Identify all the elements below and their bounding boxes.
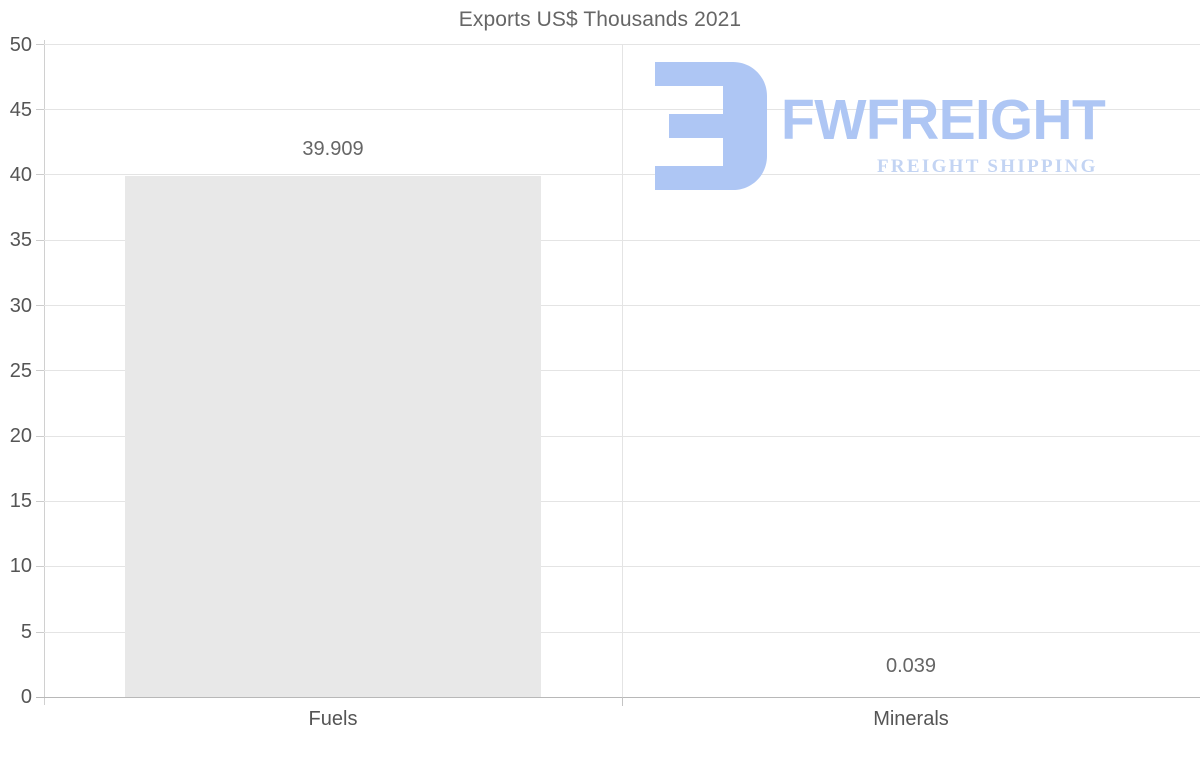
x-tick-mark — [622, 697, 623, 706]
y-tick-label: 25 — [9, 360, 32, 382]
y-tick-mark — [36, 632, 44, 633]
y-tick-label: 50 — [9, 34, 32, 56]
y-tick-mark — [36, 44, 44, 45]
y-tick-label: 30 — [9, 295, 32, 317]
y-tick-mark — [36, 566, 44, 567]
y-tick-mark — [36, 370, 44, 371]
y-tick-mark — [36, 436, 44, 437]
plot-area — [44, 44, 1200, 697]
y-tick-mark — [36, 501, 44, 502]
y-tick-mark — [36, 305, 44, 306]
y-tick-label: 35 — [9, 229, 32, 251]
y-tick-label: 15 — [9, 490, 32, 512]
category-label-fuels: Fuels — [308, 708, 358, 730]
y-axis-line — [44, 40, 45, 705]
x-axis-line — [36, 697, 1200, 698]
chart-title: Exports US$ Thousands 2021 — [458, 8, 742, 31]
category-label-minerals: Minerals — [873, 708, 949, 730]
y-tick-mark — [36, 174, 44, 175]
bar-value-label-minerals: 0.039 — [885, 655, 937, 677]
y-tick-label: 0 — [20, 686, 32, 708]
bar-value-label-fuels: 39.909 — [302, 138, 364, 160]
y-tick-label: 40 — [9, 164, 32, 186]
y-tick-label: 10 — [9, 555, 32, 577]
y-tick-label: 45 — [9, 99, 32, 121]
y-tick-mark — [36, 240, 44, 241]
y-tick-label: 5 — [20, 621, 32, 643]
y-tick-label: 20 — [9, 425, 32, 447]
bar-fuels[interactable] — [125, 176, 541, 697]
bar-minerals[interactable] — [703, 696, 1119, 697]
gridline-vertical — [622, 44, 623, 697]
y-tick-mark — [36, 109, 44, 110]
